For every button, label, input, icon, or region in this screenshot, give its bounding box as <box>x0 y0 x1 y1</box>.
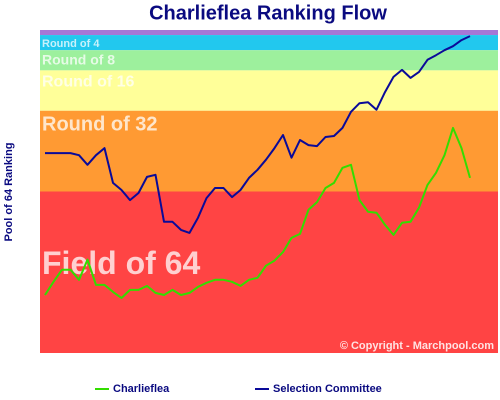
band <box>40 110 498 192</box>
legend: Charlieflea Selection Committee <box>95 383 382 395</box>
band-label: Round of 8 <box>42 52 115 68</box>
band <box>40 30 498 36</box>
legend-label: Charlieflea <box>113 383 170 395</box>
lines <box>44 35 471 299</box>
copyright: © Copyright - Marchpool.com <box>340 340 494 352</box>
chart-title: Charlieflea Ranking Flow <box>149 2 387 24</box>
series-line <box>45 35 471 234</box>
series-line <box>44 126 471 299</box>
band <box>40 70 498 111</box>
y-axis-label: Pool of 64 Ranking <box>3 142 15 241</box>
band-label: Round of 32 <box>42 113 158 135</box>
bands: Round of 4 Round of 8 Round of 16 Round of … <box>40 30 498 353</box>
band <box>40 191 498 353</box>
band-label: Round of 4 <box>42 38 100 50</box>
band-label: Field of 64 <box>42 245 200 281</box>
legend-label: Selection Committee <box>273 383 382 395</box>
band <box>40 35 498 51</box>
band <box>40 50 498 71</box>
band-label: Round of 16 <box>42 74 135 91</box>
